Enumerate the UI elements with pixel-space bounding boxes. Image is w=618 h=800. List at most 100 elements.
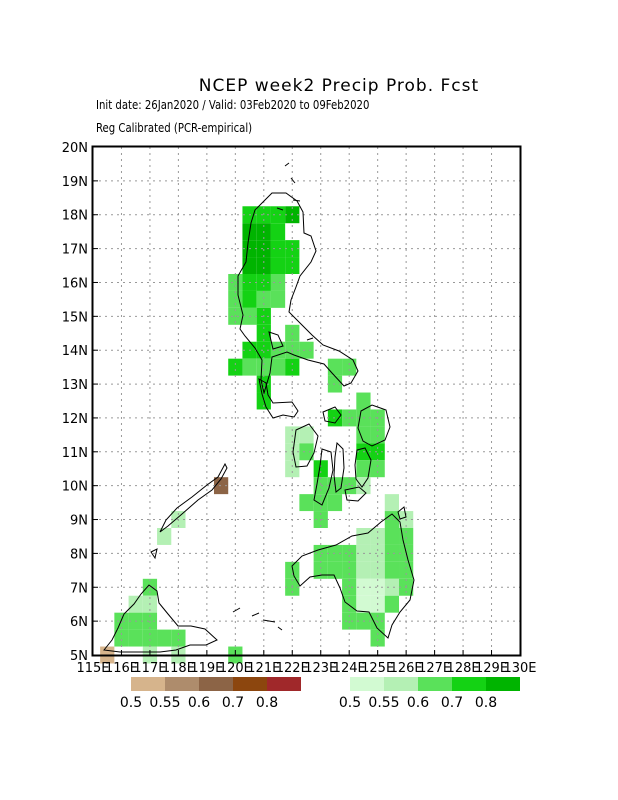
prob-cell bbox=[370, 629, 385, 647]
legend-swatch bbox=[486, 677, 520, 691]
map-frame bbox=[91, 145, 522, 657]
lon-tick-label: 123E bbox=[304, 661, 337, 676]
lat-tick-label: 10N bbox=[62, 480, 88, 495]
lat-tick-label: 14N bbox=[62, 344, 88, 359]
legend-swatch bbox=[267, 677, 301, 691]
lat-tick-label: 16N bbox=[62, 276, 88, 291]
prob-cell bbox=[384, 528, 400, 545]
lon-tick-label: 118E bbox=[162, 661, 195, 676]
lon-tick-label: 120E bbox=[219, 661, 252, 676]
legend-swatch bbox=[384, 677, 418, 691]
prob-cell bbox=[142, 578, 158, 596]
prob-cell bbox=[370, 443, 385, 461]
prob-cell bbox=[356, 426, 371, 444]
prob-cell bbox=[399, 528, 414, 545]
legend-swatch bbox=[350, 677, 384, 691]
prob-cell bbox=[256, 290, 271, 308]
prob-cell bbox=[270, 206, 286, 224]
method-subtitle: Reg Calibrated (PCR-empirical) bbox=[96, 120, 253, 135]
legend-label: 0.7 bbox=[441, 695, 463, 711]
prob-cell bbox=[228, 274, 243, 291]
lon-tick-label: 116E bbox=[105, 661, 138, 676]
prob-cell bbox=[270, 290, 286, 308]
prob-cell bbox=[356, 561, 371, 579]
prob-cell bbox=[242, 290, 257, 308]
prob-cell bbox=[128, 595, 143, 613]
prob-cell bbox=[270, 240, 286, 258]
legend-swatch bbox=[452, 677, 486, 691]
lat-tick-label: 15N bbox=[62, 310, 88, 325]
legend-wet: 0.5 0.55 0.6 0.7 0.8 bbox=[339, 677, 520, 711]
coast-bohol bbox=[344, 486, 367, 502]
lat-tick-label: 11N bbox=[62, 446, 88, 461]
prob-cell bbox=[370, 460, 385, 478]
prob-cell bbox=[299, 341, 314, 359]
prob-cell bbox=[370, 426, 385, 444]
prob-cell bbox=[384, 561, 400, 579]
coast-balabac bbox=[150, 548, 158, 560]
prob-cell bbox=[171, 629, 186, 647]
coast-mindoro bbox=[258, 378, 299, 419]
coast-negros bbox=[313, 448, 334, 506]
lat-tick-label: 12N bbox=[62, 412, 88, 427]
coast-panay bbox=[292, 423, 319, 468]
prob-cell bbox=[356, 528, 371, 545]
legend-label: 0.55 bbox=[368, 695, 399, 711]
prob-cell bbox=[356, 392, 371, 410]
lat-tick-label: 17N bbox=[62, 243, 88, 258]
prob-cell bbox=[285, 358, 300, 376]
lon-tick-label: 115E bbox=[76, 661, 109, 676]
lat-tick-label: 13N bbox=[62, 378, 88, 393]
prob-cell bbox=[114, 629, 129, 647]
lon-tick-label: 128E bbox=[447, 661, 480, 676]
prob-cell bbox=[342, 544, 357, 562]
coast-batanes bbox=[284, 162, 296, 184]
prob-cell bbox=[285, 460, 300, 478]
prob-cell bbox=[299, 494, 314, 512]
lat-tick-label: 8N bbox=[70, 547, 88, 562]
prob-cell bbox=[327, 358, 343, 376]
prob-cell bbox=[242, 358, 257, 376]
prob-cell bbox=[299, 443, 314, 461]
prob-cell bbox=[256, 257, 271, 274]
lat-tick-label: 18N bbox=[62, 209, 88, 224]
prob-cell bbox=[370, 528, 385, 545]
lon-tick-labels: 115E116E117E118E119E120E121E122E123E124E… bbox=[76, 650, 537, 676]
prob-cell bbox=[384, 511, 400, 528]
prob-cell bbox=[299, 426, 314, 444]
prob-cell bbox=[270, 274, 286, 291]
legend-dry: 0.5 0.55 0.6 0.7 0.8 bbox=[120, 677, 301, 711]
legend-label: 0.6 bbox=[188, 695, 210, 711]
prob-cell bbox=[270, 223, 286, 241]
lon-tick-label: 125E bbox=[361, 661, 394, 676]
coast-borneo bbox=[103, 584, 218, 653]
prob-cell bbox=[342, 358, 357, 376]
prob-cell bbox=[342, 578, 357, 596]
legend-label: 0.8 bbox=[256, 695, 278, 711]
lat-tick-label: 7N bbox=[70, 581, 88, 596]
coast-sulu-islands bbox=[232, 607, 283, 631]
lon-tick-label: 130E bbox=[503, 661, 536, 676]
lon-tick-label: 126E bbox=[390, 661, 423, 676]
prob-cell bbox=[270, 257, 286, 274]
prob-cell bbox=[228, 358, 243, 376]
legend-label: 0.5 bbox=[339, 695, 361, 711]
coast-leyte bbox=[354, 447, 372, 488]
prob-cell bbox=[157, 528, 172, 545]
prob-cell bbox=[356, 460, 371, 478]
prob-cell bbox=[242, 257, 257, 274]
legend-label: 0.6 bbox=[407, 695, 429, 711]
lon-tick-label: 122E bbox=[276, 661, 309, 676]
coast-palawan bbox=[159, 462, 228, 533]
legend-swatch bbox=[165, 677, 199, 691]
prob-cell bbox=[342, 477, 357, 495]
lat-tick-label: 6N bbox=[70, 615, 88, 630]
legend-swatch bbox=[418, 677, 452, 691]
prob-cell bbox=[313, 460, 328, 478]
lat-tick-label: 9N bbox=[70, 514, 88, 529]
lon-tick-label: 121E bbox=[247, 661, 280, 676]
prob-cell bbox=[228, 290, 243, 308]
coast-babuyan bbox=[276, 199, 301, 211]
coast-siargao bbox=[397, 506, 407, 520]
legend-swatch bbox=[199, 677, 233, 691]
